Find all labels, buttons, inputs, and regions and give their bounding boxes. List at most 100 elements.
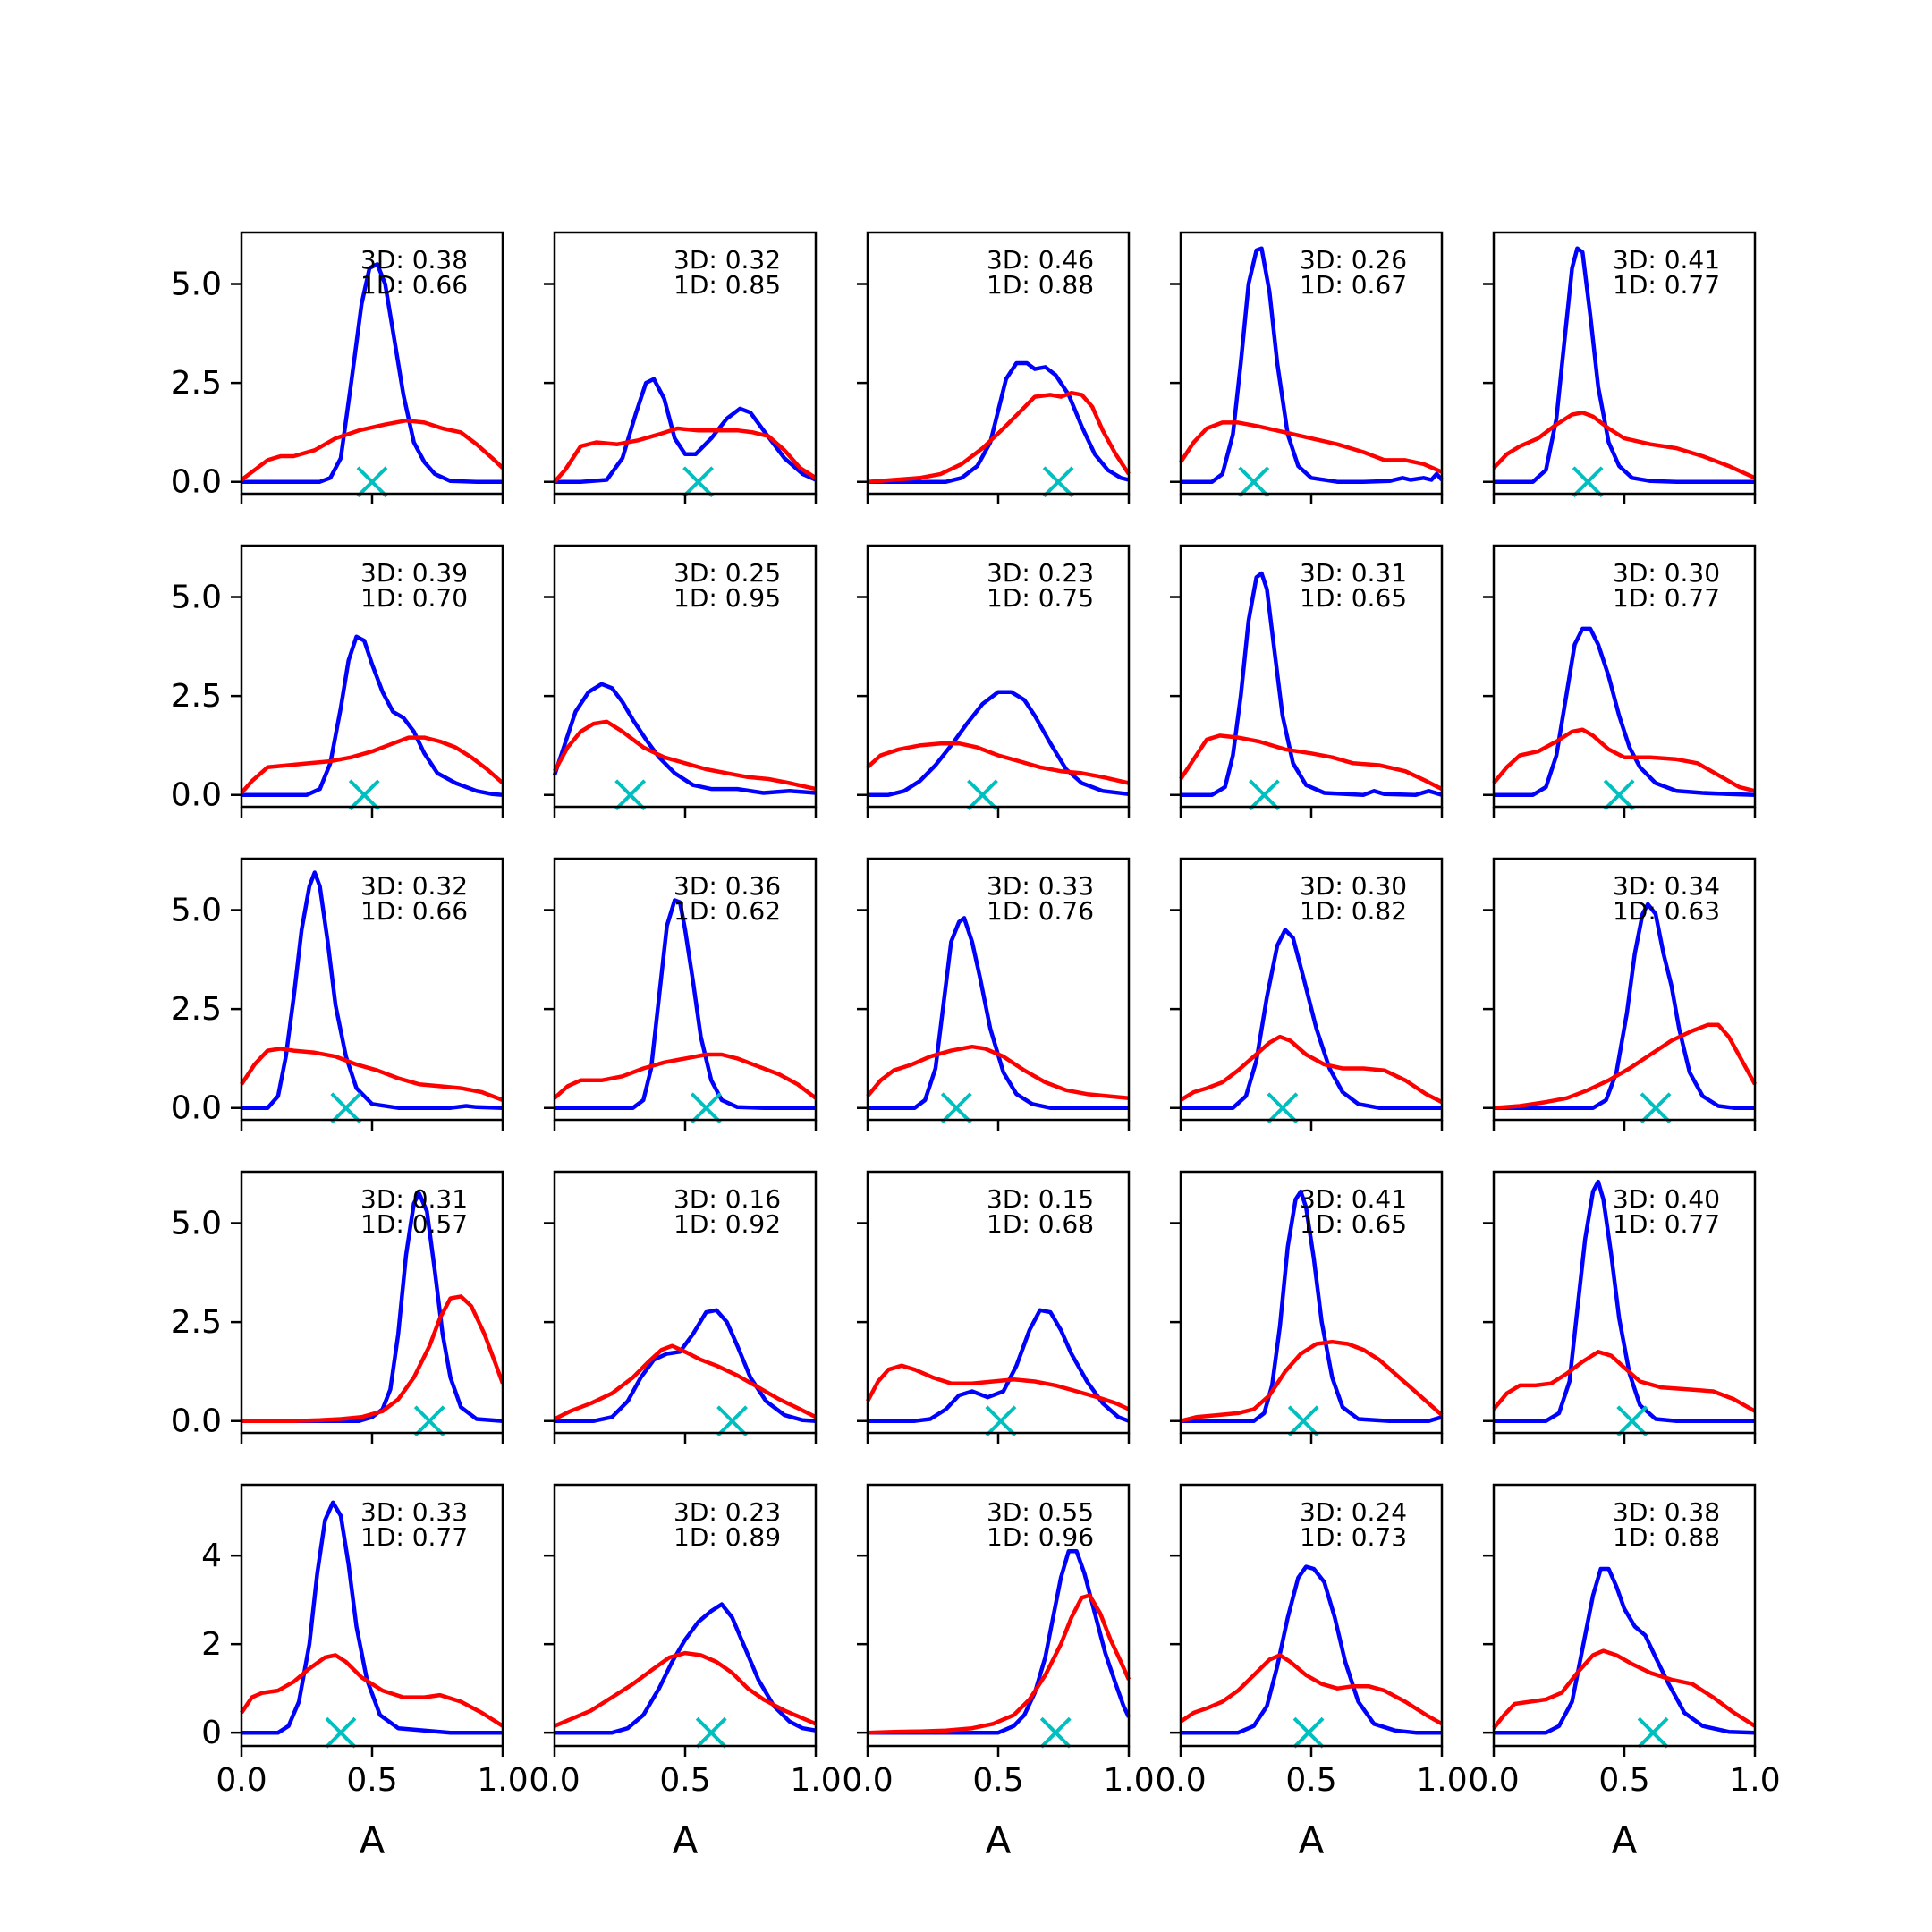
annotation-3d: 3D: 0.24 <box>1300 1497 1407 1527</box>
annotation-3d: 3D: 0.55 <box>987 1497 1094 1527</box>
x-marker <box>1249 779 1280 811</box>
red-density-line <box>553 719 817 792</box>
x-marker <box>695 1716 727 1749</box>
red-density-line <box>554 1650 817 1728</box>
annotation-1d: 1D: 0.70 <box>360 583 468 613</box>
x-tick-label: 1.0 <box>790 1762 841 1799</box>
blue-density-line <box>1494 626 1756 797</box>
y-tick-label: 2.5 <box>171 1304 222 1341</box>
blue-density-line <box>242 1500 503 1735</box>
x-marker <box>682 466 715 498</box>
annotation-3d: 3D: 0.30 <box>1300 871 1407 901</box>
red-density-line <box>240 1653 504 1728</box>
x-tick-label: 0.0 <box>216 1762 267 1799</box>
y-tick-label: 5.0 <box>171 1206 222 1242</box>
x-tick-label: 0.5 <box>1598 1762 1649 1799</box>
y-tick-label: 4 <box>201 1538 222 1574</box>
x-marker <box>1603 779 1635 811</box>
x-marker <box>1267 1092 1299 1124</box>
blue-density-line <box>1181 928 1442 1110</box>
annotation-3d: 3D: 0.41 <box>1613 245 1720 275</box>
x-marker <box>356 466 388 498</box>
x-tick-label: 0.0 <box>529 1762 580 1799</box>
annotation-1d: 1D: 0.57 <box>360 1209 468 1239</box>
red-density-line <box>240 1046 504 1103</box>
blue-density-line <box>868 916 1129 1110</box>
x-tick-label: 0.5 <box>346 1762 397 1799</box>
annotation-3d: 3D: 0.23 <box>674 1497 781 1527</box>
annotation-1d: 1D: 0.77 <box>1613 1209 1720 1239</box>
red-density-line <box>553 426 818 484</box>
annotation-1d: 1D: 0.96 <box>987 1522 1094 1552</box>
y-tick-label: 5.0 <box>171 267 222 303</box>
x-marker <box>1640 1092 1672 1124</box>
x-marker <box>690 1092 722 1124</box>
x-axis-label: A <box>360 1818 386 1862</box>
x-marker <box>967 779 998 811</box>
annotation-3d: 3D: 0.16 <box>674 1184 781 1214</box>
blue-density-line <box>555 377 817 484</box>
x-marker <box>985 1405 1017 1437</box>
blue-density-line <box>1494 1179 1755 1423</box>
annotation-3d: 3D: 0.33 <box>987 871 1094 901</box>
y-tick-label: 2 <box>201 1626 222 1663</box>
annotation-1d: 1D: 0.89 <box>674 1522 781 1552</box>
y-tick-label: 2.5 <box>171 991 222 1028</box>
y-tick-label: 0.0 <box>171 464 222 501</box>
red-density-line <box>1180 1339 1444 1423</box>
y-tick-label: 5.0 <box>171 893 222 929</box>
blue-density-line <box>552 682 817 795</box>
y-tick-label: 2.5 <box>171 365 222 402</box>
annotation-1d: 1D: 0.66 <box>360 270 468 300</box>
x-tick-label: 0.5 <box>972 1762 1023 1799</box>
red-density-line <box>553 1052 818 1100</box>
red-density-line <box>867 390 1131 484</box>
blue-density-line <box>1494 246 1755 484</box>
blue-density-line <box>868 1548 1131 1735</box>
x-marker <box>413 1405 445 1437</box>
red-density-line <box>866 1363 1130 1411</box>
red-density-line <box>242 1294 505 1423</box>
x-marker <box>1039 1716 1072 1749</box>
annotation-3d: 3D: 0.32 <box>360 871 468 901</box>
annotation-3d: 3D: 0.30 <box>1613 558 1720 588</box>
annotation-3d: 3D: 0.23 <box>987 558 1094 588</box>
blue-density-line <box>868 360 1130 484</box>
annotation-3d: 3D: 0.41 <box>1300 1184 1407 1214</box>
annotation-1d: 1D: 0.85 <box>674 270 781 300</box>
blue-density-line <box>555 898 816 1110</box>
red-density-line <box>1179 733 1444 792</box>
annotation-1d: 1D: 0.95 <box>674 583 781 613</box>
blue-density-line <box>242 262 503 484</box>
red-density-line <box>866 1044 1130 1100</box>
annotation-1d: 1D: 0.76 <box>987 896 1094 926</box>
y-tick-label: 5.0 <box>171 580 222 616</box>
red-density-line <box>1492 1350 1757 1413</box>
annotation-1d: 1D: 0.75 <box>987 583 1094 613</box>
x-tick-label: 0.0 <box>842 1762 893 1799</box>
x-marker <box>614 779 647 811</box>
x-tick-label: 1.0 <box>477 1762 528 1799</box>
blue-density-line <box>555 1308 817 1423</box>
red-density-line <box>1179 1653 1444 1726</box>
red-density-line <box>1492 411 1756 480</box>
blue-density-line <box>1181 246 1444 484</box>
blue-density-line <box>242 870 504 1110</box>
red-density-line <box>867 1593 1131 1735</box>
x-tick-label: 1.0 <box>1416 1762 1467 1799</box>
